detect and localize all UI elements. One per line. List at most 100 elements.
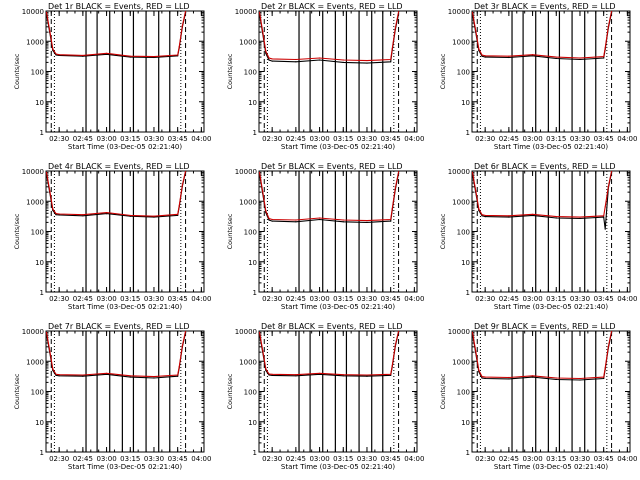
y-tick-label: 1000 [239,358,257,366]
data-point [82,54,84,57]
y-tick-label: 100 [457,69,470,77]
y-tick-label: 1000 [239,198,257,206]
chart-title: Det 1r BLACK = Events, RED = LLD [48,2,190,11]
data-point [271,218,273,221]
x-tick-label: 02:30 [49,135,69,143]
data-point [58,213,60,215]
data-point [153,216,155,218]
x-tick-label: 04:00 [617,295,637,303]
data-point [262,190,264,193]
data-point [262,30,264,33]
series-line-events [259,331,400,377]
data-point [478,208,480,210]
chart-panel: 1 10 100 1000 10000 02:30 02:45 03:00 03:15 03:30… [226,322,424,471]
x-tick-label: 03:30 [357,295,377,303]
data-point [604,228,606,230]
data-point [55,54,57,56]
x-tick-label: 03:00 [522,295,542,303]
data-point [295,58,297,61]
data-point [342,374,344,376]
plot-frame [45,330,205,453]
y-tick-label: 100 [31,229,44,237]
data-point [475,189,477,191]
chart-title: Det 7r BLACK = Events, RED = LLD [48,322,190,331]
data-point [366,221,368,223]
x-tick-label: 02:30 [475,135,495,143]
data-point [610,171,613,172]
data-point [484,377,486,380]
data-point [394,27,397,29]
y-tick-label: 1 [253,449,257,457]
data-point [481,214,483,216]
y-tick-label: 10 [461,259,470,267]
x-tick-label: 03:15 [546,135,566,143]
data-point [366,219,368,222]
chart-panel: 1 10 100 1000 10000 02:30 02:45 03:00 03:15 03:30… [439,322,637,471]
x-tick-label: 02:45 [286,455,306,463]
data-point [481,54,483,56]
data-point [603,216,605,218]
chart-panel: 1 10 100 1000 10000 02:30 02:45 03:00 03:15 03:30… [13,2,211,151]
series-line-events [46,171,187,218]
x-tick-label: 03:15 [333,455,353,463]
y-axis-label: Counts/sec [439,213,447,249]
data-point [49,29,51,31]
plot-frame [258,10,418,133]
y-tick-label: 10 [248,259,257,267]
data-point [481,377,483,379]
data-point [478,48,480,50]
y-axis-label: Counts/sec [13,213,21,249]
data-point [472,171,474,173]
x-tick-label: 03:00 [309,455,329,463]
y-tick-label: 10000 [22,168,44,176]
data-point [397,11,400,13]
data-point [184,171,187,172]
data-point [391,365,393,367]
data-point [82,215,84,217]
y-tick-label: 100 [457,389,470,397]
data-point [531,55,534,57]
x-tick-label: 02:45 [73,135,93,143]
data-point [394,344,397,346]
data-point [178,205,180,207]
series-line-events [472,332,613,381]
data-point [265,210,267,212]
data-point [607,25,610,27]
data-point [181,184,184,186]
x-axis-label: Start Time (03-Dec-05 02:21:40) [68,143,182,151]
data-point [58,214,60,216]
data-point [481,55,483,57]
data-point [177,213,179,215]
x-axis-label: Start Time (03-Dec-05 02:21:40) [494,143,608,151]
data-point [531,213,534,215]
data-point [610,11,613,12]
x-tick-label: 03:15 [546,455,566,463]
data-point [508,378,510,380]
data-point [484,216,486,218]
data-point [268,59,270,61]
series-line-events [472,12,613,61]
y-tick-label: 1 [253,289,257,297]
data-point [259,11,261,13]
data-point [177,214,179,217]
data-point [390,58,392,61]
x-tick-label: 02:30 [49,295,69,303]
data-point [318,59,321,61]
x-tick-label: 03:15 [546,295,566,303]
data-point [555,377,557,379]
data-point [579,377,581,380]
y-tick-label: 10 [35,259,44,267]
x-tick-label: 02:45 [499,295,519,303]
data-point [265,368,267,370]
data-point [342,59,344,61]
data-point [555,378,557,381]
data-point [105,373,108,375]
chart-panel: 1 10 100 1000 10000 02:30 02:45 03:00 03:15 03:30… [439,2,637,151]
x-tick-label: 03:15 [120,455,140,463]
data-point [58,374,60,376]
data-point [271,60,273,62]
x-tick-label: 03:30 [144,455,164,463]
data-point [271,58,273,60]
data-point [46,11,48,13]
series-line-lld [472,11,613,59]
